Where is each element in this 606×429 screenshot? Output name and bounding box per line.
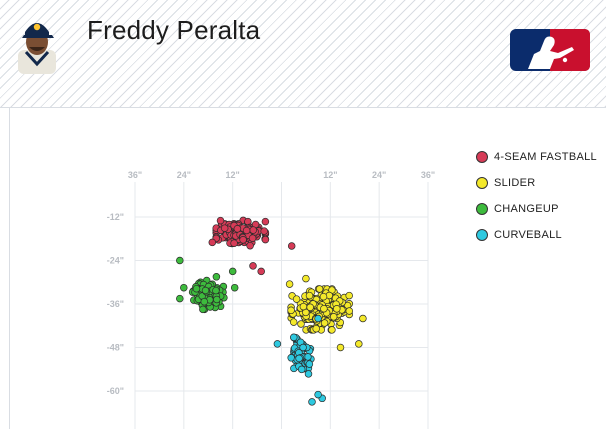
legend: 4-SEAM FASTBALL SLIDER CHANGEUP CURVEBAL… <box>476 150 597 254</box>
pitch-point-slider <box>333 305 341 313</box>
pitch-point-slider <box>315 285 324 293</box>
x-tick-label: 36" <box>421 170 435 180</box>
pitch-point-changeup <box>192 284 201 293</box>
pitch-point-fastball <box>287 242 296 250</box>
pitch-point-curveball <box>314 390 322 399</box>
pitch-point-curveball <box>299 343 307 352</box>
player-name: Freddy Peralta <box>87 15 261 45</box>
pitch-point-slider <box>345 307 354 315</box>
pitch-point-fastball <box>216 216 225 225</box>
pitch-point-changeup <box>212 273 221 281</box>
legend-label: CURVEBALL <box>494 229 562 241</box>
pitch-point-fastball <box>261 217 270 226</box>
pitch-location-chart: 36" 24" 12" 12" 24" 36" -12" -24" -36" -48" -60" <box>107 170 435 429</box>
pitch-point-slider <box>285 280 294 288</box>
pitch-point-fastball <box>230 239 238 247</box>
pitch-point-fastball <box>248 234 257 242</box>
pitch-point-curveball <box>290 333 298 342</box>
legend-item-changeup[interactable]: CHANGEUP <box>476 202 597 216</box>
legend-label: CHANGEUP <box>494 203 559 215</box>
legend-swatch-curveball <box>476 229 488 241</box>
legend-item-slider[interactable]: SLIDER <box>476 176 597 190</box>
pitch-point-curveball <box>314 314 322 323</box>
pitch-point-fastball <box>220 224 229 232</box>
pitch-point-fastball <box>260 227 268 235</box>
pitch-point-curveball <box>304 370 313 378</box>
pitch-point-changeup <box>230 283 239 292</box>
x-tick-label: 24" <box>177 170 191 180</box>
legend-item-curveball[interactable]: CURVEBALL <box>476 228 597 242</box>
legend-swatch-fastball <box>476 151 488 163</box>
pitch-point-curveball <box>297 365 306 374</box>
pitch-point-fastball <box>249 262 257 270</box>
pitch-point-curveball <box>287 354 295 362</box>
pitch-point-slider <box>336 343 345 352</box>
pitch-point-curveball <box>308 398 316 406</box>
pitch-point-slider <box>359 314 367 323</box>
legend-label: 4-SEAM FASTBALL <box>494 151 597 163</box>
pitch-point-slider <box>289 318 298 326</box>
pitch-point-slider <box>345 291 353 300</box>
panel-divider <box>9 107 10 429</box>
pitch-point-changeup <box>199 305 207 314</box>
pitch-point-changeup <box>176 294 184 303</box>
x-tick-label: 12" <box>323 170 337 180</box>
pitch-point-curveball <box>305 360 314 368</box>
legend-swatch-slider <box>476 177 488 189</box>
pitch-point-curveball <box>295 354 303 363</box>
pitch-point-changeup <box>212 286 220 295</box>
pitch-point-changeup <box>213 295 221 304</box>
pitch-point-fastball <box>246 241 254 250</box>
pitch-point-slider <box>329 313 338 321</box>
pitch-point-slider <box>302 274 310 283</box>
pitch-point-slider <box>305 291 314 300</box>
series-changeup <box>176 256 239 314</box>
y-tick-label: -24" <box>107 256 124 266</box>
pitch-point-slider <box>328 326 336 334</box>
series-curveball <box>273 314 326 406</box>
pitch-point-slider <box>312 324 320 333</box>
pitch-point-fastball <box>261 235 270 244</box>
pitch-point-curveball <box>304 353 312 361</box>
pitch-point-changeup <box>176 256 184 265</box>
pitch-point-changeup <box>228 267 237 276</box>
pitch-point-fastball <box>233 225 242 233</box>
pitch-point-slider <box>297 320 305 328</box>
pitch-point-curveball <box>273 340 282 348</box>
legend-swatch-changeup <box>476 203 488 215</box>
pitch-point-fastball <box>208 238 217 247</box>
player-headshot <box>18 23 56 74</box>
series-fastball <box>208 216 296 276</box>
series-slider <box>285 274 367 352</box>
legend-item-4-seam-fastball[interactable]: 4-SEAM FASTBALL <box>476 150 597 164</box>
grid <box>134 182 429 429</box>
pitch-point-fastball <box>249 226 257 234</box>
pitch-point-slider <box>320 304 328 313</box>
pitch-point-slider <box>319 292 328 301</box>
mlb-logo[interactable] <box>510 29 590 71</box>
pitch-point-slider <box>355 340 363 348</box>
y-tick-label: -12" <box>107 212 124 222</box>
y-tick-label: -36" <box>107 299 124 309</box>
pitch-point-slider <box>306 303 314 312</box>
pitch-points <box>176 216 367 406</box>
x-tick-label: 36" <box>128 170 142 180</box>
pitch-point-fastball <box>257 267 265 276</box>
pitch-point-changeup <box>201 286 210 295</box>
legend-label: SLIDER <box>494 177 536 189</box>
pitch-point-changeup <box>200 297 209 306</box>
y-tick-label: -60" <box>107 386 124 396</box>
x-tick-label: 24" <box>372 170 386 180</box>
pitch-point-slider <box>292 295 301 303</box>
player-header: Freddy Peralta <box>0 0 606 108</box>
pitch-point-changeup <box>180 283 188 292</box>
tick-labels: 36" 24" 12" 12" 24" 36" -12" -24" -36" -48" -60" <box>107 170 435 396</box>
x-tick-label: 12" <box>226 170 240 180</box>
pitch-point-slider <box>320 319 329 327</box>
pitch-point-slider <box>299 302 308 311</box>
y-tick-label: -48" <box>107 343 124 353</box>
pitch-point-fastball <box>242 226 251 235</box>
pitch-point-slider <box>287 306 295 315</box>
pitch-point-fastball <box>239 236 247 244</box>
